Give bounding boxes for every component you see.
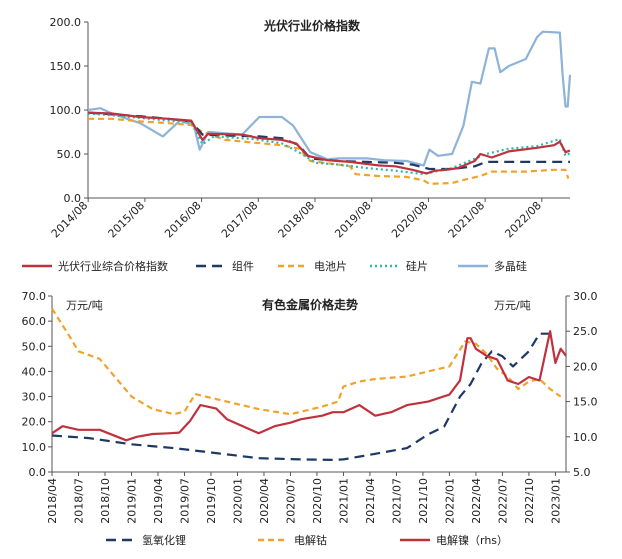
x-tick-label: 2022/04 [470,478,483,524]
legend: 光伏行业综合价格指数 组件 电池片 硅片 多晶硅 [22,259,527,273]
legend-item: 电池片 [278,260,347,273]
x-tick-label: 2019/10 [205,478,218,524]
x-tick-label: 2021/07 [390,478,403,524]
x-tick-label: 2020/10 [311,478,324,524]
x-tick-label: 2015/08 [106,199,148,241]
x-tick-label: 2017/08 [219,199,261,241]
x-tick-label: 2019/08 [332,199,374,241]
right-axis-unit: 万元/吨 [494,299,531,312]
x-tick-label: 2022/01 [443,478,456,524]
chart-title: 有色金属价格走势 [262,297,358,312]
left-y-tick-label: 30.0 [22,391,47,404]
legend-item: 电解钴 [258,533,327,547]
x-tick-label: 2016/08 [162,199,204,241]
left-y-tick-label: 20.0 [22,416,47,429]
left-y-tick-label: 70.0 [22,290,47,303]
right-y-tick-label: 5.0 [573,466,591,479]
x-tick-label: 2021/01 [337,478,350,524]
x-tick-label: 2022/08 [502,199,544,241]
x-tick-label: 2014/08 [49,199,91,241]
left-y-tick-label: 0.0 [29,466,47,479]
x-tick-label: 2020/07 [284,478,297,524]
legend-label: 电解钴 [294,533,327,547]
legend-label: 硅片 [406,260,428,273]
x-tick-label: 2019/04 [152,478,165,524]
x-tick-label: 2022/10 [523,478,536,524]
series-line [87,111,571,175]
x-tick-label: 2018/08 [276,199,318,241]
x-tick-label: 2020/01 [231,478,244,524]
legend-item: 组件 [196,259,254,273]
right-y-tick-label: 25.0 [573,325,598,338]
series-line [51,330,567,442]
legend-item: 硅片 [370,260,428,273]
y-tick-label: 150.0 [50,60,82,73]
x-tick-label: 2018/07 [72,478,85,524]
x-tick-label: 2022/07 [496,478,509,524]
left-y-tick-label: 60.0 [22,315,47,328]
legend-item: 光伏行业综合价格指数 [22,259,168,273]
x-tick-label: 2021/08 [446,199,488,241]
left-y-tick-label: 40.0 [22,365,47,378]
x-tick-label: 2018/10 [99,478,112,524]
legend-label: 氢氧化锂 [142,533,186,547]
legend-item: 氢氧化锂 [106,533,186,547]
legend-item: 多晶硅 [458,259,527,273]
legend-label: 多晶硅 [494,259,527,273]
legend-label: 光伏行业综合价格指数 [58,259,168,273]
legend-label: 组件 [232,259,254,273]
series-line [87,111,570,171]
x-tick-label: 2019/01 [125,478,138,524]
legend-item: 电解镍（rhs） [400,533,508,547]
chart-title: 光伏行业价格指数 [263,18,361,33]
legend-label: 电解镍（rhs） [436,533,508,547]
metal-price-chart: 有色金属价格走势 万元/吨 万元/吨 0.0 10.0 20.0 30.0 40.0 50… [22,290,598,547]
x-tick-label: 2019/07 [178,478,191,524]
series-line [87,30,572,167]
y-tick-label: 50.0 [57,148,82,161]
series-lines [51,308,567,461]
series-line [88,117,570,185]
legend: 氢氧化锂 电解钴 电解镍（rhs） [106,533,508,547]
solar-price-index-chart: 光伏行业价格指数 0.0 50.0 100.0 150.0 200.0 2014/08 20… [22,16,572,273]
series-lines [87,30,572,185]
x-tick-label: 2020/08 [389,199,431,241]
right-y-tick-label: 10.0 [573,431,598,444]
x-tick-label: 2021/10 [417,478,430,524]
y-tick-label: 0.0 [64,192,82,205]
right-y-tick-label: 20.0 [573,360,598,373]
x-tick-label: 2021/04 [364,478,377,524]
x-tick-label: 2020/04 [258,478,271,524]
right-y-tick-label: 15.0 [573,396,598,409]
series-line [51,308,562,416]
left-axis-unit: 万元/吨 [66,299,103,312]
right-y-tick-label: 30.0 [573,290,598,303]
series-line [87,112,571,176]
axes: 0.0 50.0 100.0 150.0 200.0 2014/08 2015/08 2016… [49,16,570,240]
y-tick-label: 100.0 [50,104,82,117]
y-tick-label: 200.0 [50,16,82,29]
left-y-tick-label: 50.0 [22,340,47,353]
legend-label: 电池片 [314,260,347,273]
series-line [51,332,556,461]
x-tick-label: 2023/01 [549,478,562,524]
x-tick-label: 2018/04 [46,478,59,524]
left-y-tick-label: 10.0 [22,441,47,454]
axes: 0.0 10.0 20.0 30.0 40.0 50.0 60.0 70.0 5.0 10.0 15… [22,290,598,524]
